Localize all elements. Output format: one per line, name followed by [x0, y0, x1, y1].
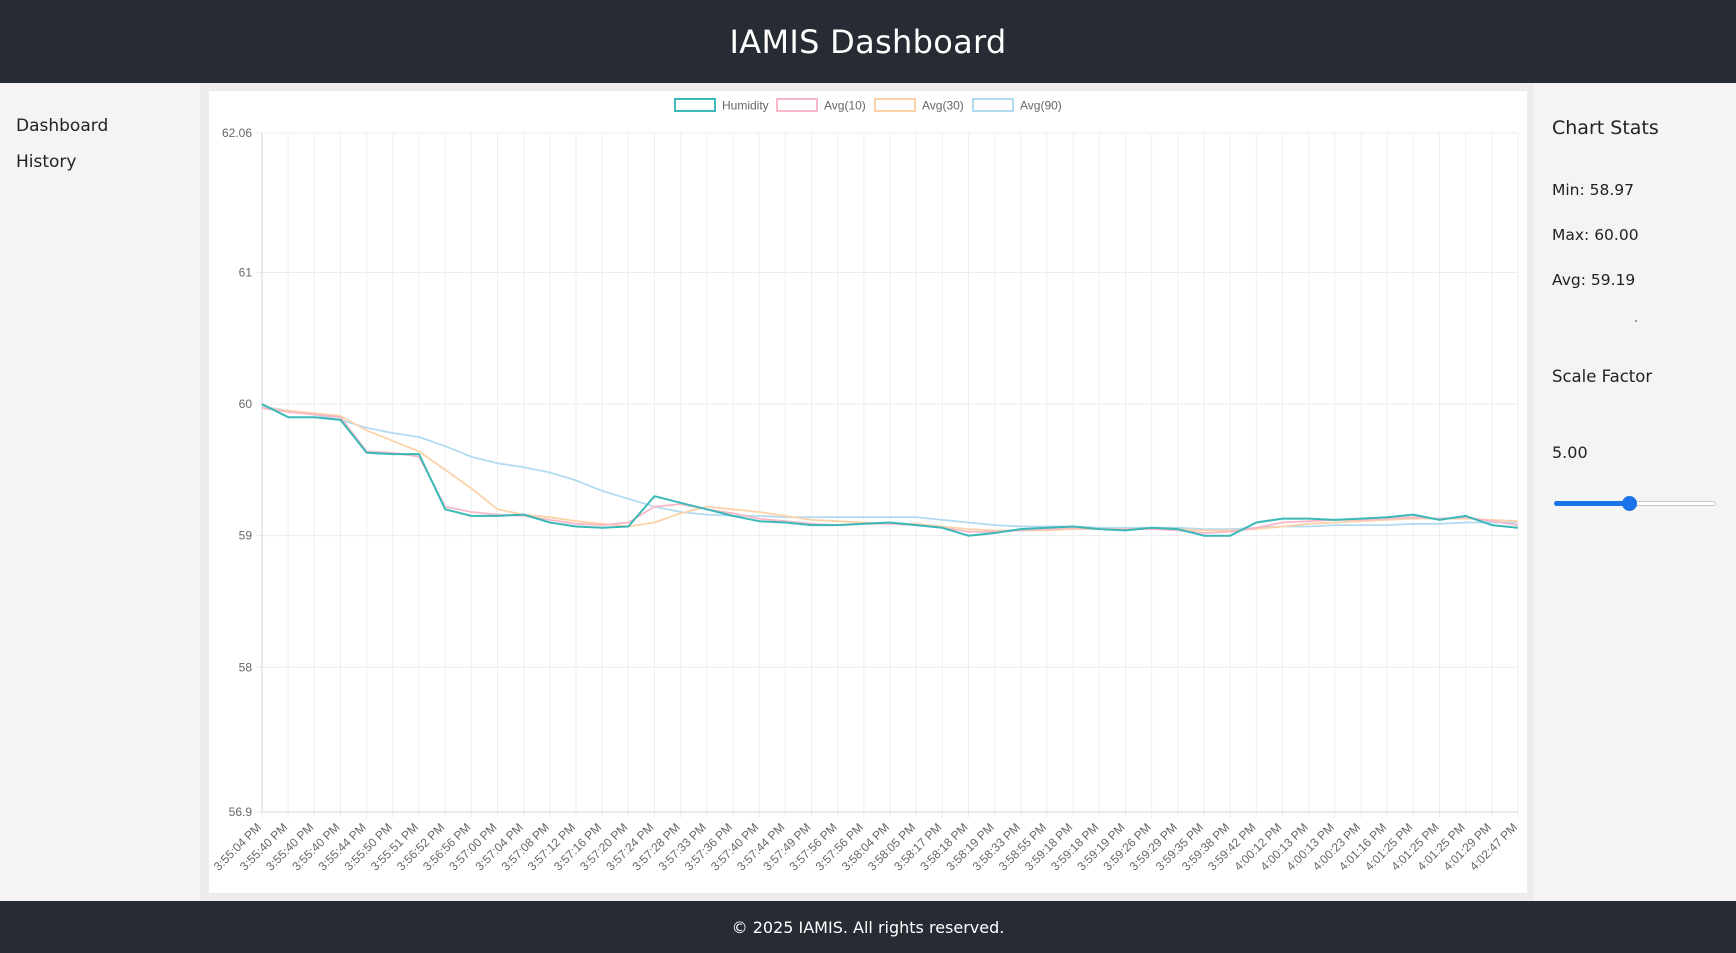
- y-tick-label: 58: [239, 660, 253, 674]
- copyright-text: © 2025 IAMIS. All rights reserved.: [731, 917, 1005, 937]
- chart-stats-panel: Chart Stats Min: 58.97 Max: 60.00 Avg: 5…: [1535, 83, 1736, 901]
- page-title: IAMIS Dashboard: [729, 22, 1007, 61]
- legend-swatch: [972, 98, 1014, 112]
- scale-factor-slider[interactable]: [1554, 493, 1716, 513]
- slider-thumb[interactable]: [1621, 496, 1637, 511]
- stat-avg: Avg: 59.19: [1552, 271, 1636, 289]
- legend-label: Avg(10): [824, 99, 866, 113]
- sidebar: Dashboard History: [0, 83, 200, 901]
- y-tick-label: 60: [239, 397, 253, 411]
- scale-factor-value: 5.00: [1552, 443, 1588, 462]
- y-tick-label: 62.06: [222, 126, 252, 140]
- scale-factor-label: Scale Factor: [1552, 367, 1653, 386]
- nav-item-history[interactable]: History: [16, 152, 77, 172]
- y-tick-label: 59: [239, 529, 253, 543]
- app-header: IAMIS Dashboard: [0, 0, 1736, 83]
- stat-min: Min: 58.97: [1552, 181, 1635, 199]
- chart-card: [209, 91, 1527, 893]
- legend-label: Humidity: [722, 99, 769, 113]
- series-line-humidity: [261, 403, 1519, 537]
- nav-item-dashboard[interactable]: Dashboard: [16, 116, 109, 136]
- slider-fill: [1554, 501, 1629, 506]
- stat-max: Max: 60.00: [1552, 226, 1639, 244]
- legend-swatch: [776, 98, 818, 112]
- legend-swatch: [874, 98, 916, 112]
- legend-swatch: [674, 98, 716, 112]
- legend-label: Avg(90): [1020, 99, 1062, 113]
- y-tick-label: 56.9: [229, 805, 253, 819]
- footer: © 2025 IAMIS. All rights reserved.: [0, 901, 1736, 953]
- stats-title: Chart Stats: [1552, 117, 1659, 139]
- series-line-avg10: [261, 407, 1519, 534]
- separator-dot: [1635, 320, 1637, 322]
- y-tick-label: 61: [239, 265, 253, 279]
- legend-label: Avg(30): [922, 99, 964, 113]
- series-line-avg90: [261, 405, 1518, 531]
